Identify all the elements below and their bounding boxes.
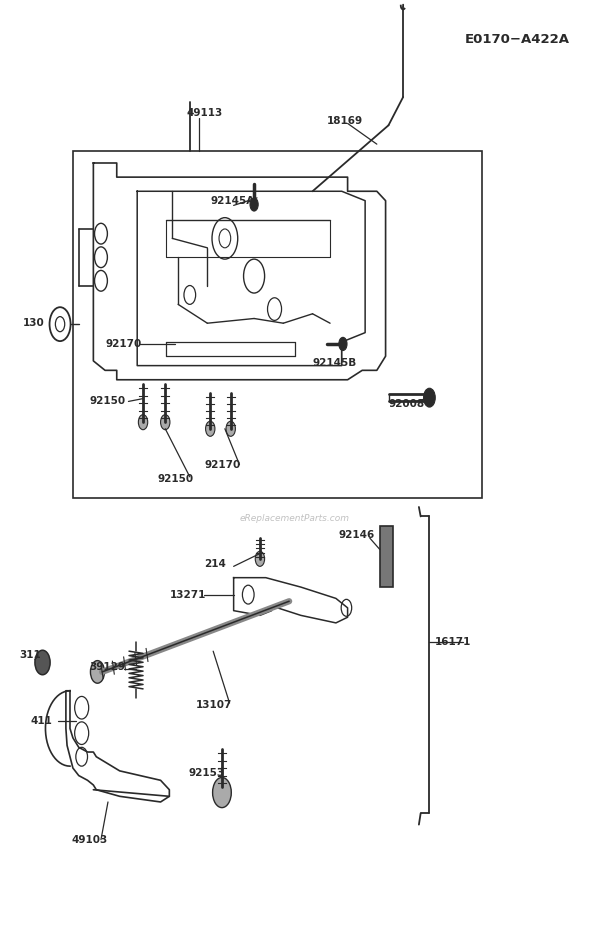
Circle shape — [90, 661, 104, 684]
Text: 92145B: 92145B — [313, 357, 357, 368]
Text: 49113: 49113 — [187, 108, 223, 118]
Circle shape — [226, 421, 235, 436]
Text: 92170: 92170 — [105, 339, 142, 349]
Text: 214: 214 — [204, 558, 227, 569]
Bar — [73, 151, 482, 498]
Text: 92150: 92150 — [158, 474, 194, 483]
Text: 92008: 92008 — [388, 399, 425, 410]
Circle shape — [205, 421, 215, 436]
Text: 92146: 92146 — [339, 530, 375, 540]
Circle shape — [35, 650, 50, 675]
Text: 92145A: 92145A — [210, 195, 254, 206]
Text: 311: 311 — [19, 650, 41, 660]
Circle shape — [160, 414, 170, 429]
Circle shape — [250, 198, 258, 211]
Circle shape — [212, 777, 231, 808]
Text: 92153: 92153 — [189, 768, 225, 777]
Bar — [380, 526, 392, 587]
Text: 16171: 16171 — [435, 637, 471, 647]
Text: E0170−A422A: E0170−A422A — [465, 33, 570, 46]
Text: 92150: 92150 — [89, 396, 126, 407]
Text: eReplacementParts.com: eReplacementParts.com — [240, 514, 350, 522]
Circle shape — [424, 389, 435, 407]
Text: 49103: 49103 — [72, 834, 108, 845]
Text: 411: 411 — [31, 716, 53, 726]
Circle shape — [139, 414, 148, 429]
Circle shape — [217, 779, 227, 794]
Circle shape — [255, 552, 264, 566]
Text: 18169: 18169 — [327, 116, 363, 125]
Text: 13107: 13107 — [196, 700, 232, 710]
Text: 13271: 13271 — [169, 590, 206, 600]
Text: 130: 130 — [23, 319, 45, 328]
Circle shape — [339, 337, 347, 351]
Text: 39129: 39129 — [89, 663, 125, 672]
Text: 92170: 92170 — [204, 460, 241, 469]
